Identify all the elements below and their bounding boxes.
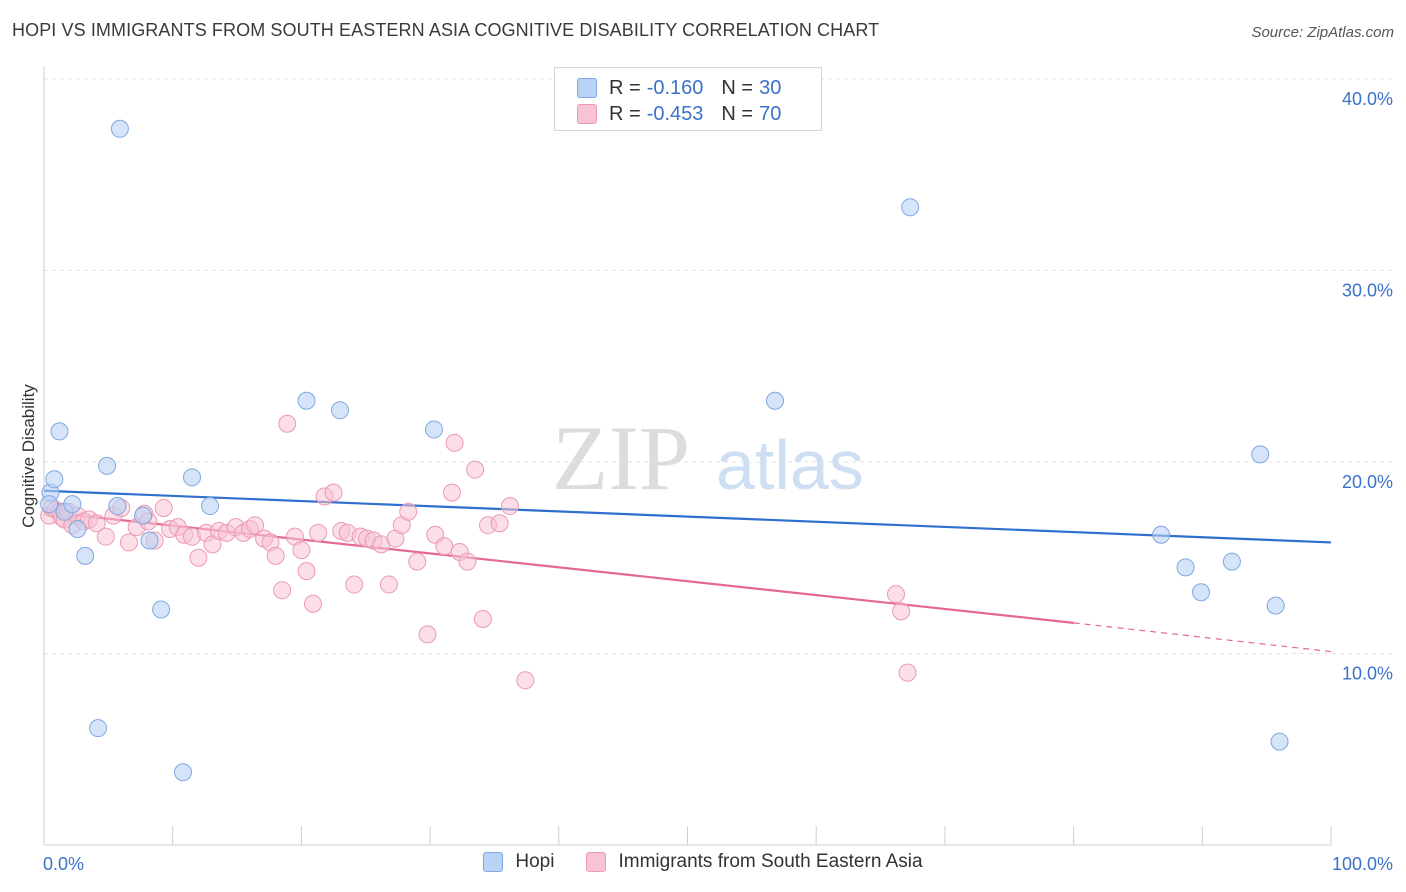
data-point-hopi: [108, 497, 127, 516]
watermark-zip: ZIP: [552, 407, 690, 509]
legend-n-label: N =: [721, 102, 754, 125]
data-point-hopi: [40, 495, 59, 514]
data-point-hopi: [89, 719, 108, 738]
data-point-hopi: [68, 520, 87, 539]
data-point-sea: [273, 581, 292, 600]
data-point-sea: [500, 497, 519, 516]
data-point-hopi: [1192, 583, 1211, 602]
data-point-hopi: [1270, 732, 1289, 751]
data-point-hopi: [63, 495, 82, 514]
data-point-sea: [278, 414, 297, 433]
bottom-legend-hopi: Hopi: [483, 851, 554, 873]
data-point-sea: [246, 516, 265, 535]
data-point-sea: [189, 548, 208, 567]
legend: R = -0.160 N = 30 R = -0.453 N = 70: [554, 67, 822, 131]
legend-swatch-sea: [577, 104, 597, 124]
data-point-sea: [303, 594, 322, 613]
data-point-sea: [466, 460, 485, 479]
legend-n-value: 70: [759, 102, 782, 125]
trend-line-hopi: [43, 489, 1332, 544]
data-point-sea: [324, 483, 343, 502]
data-point-sea: [458, 552, 477, 571]
data-point-sea: [408, 552, 427, 571]
data-point-sea: [435, 537, 454, 556]
legend-r-value: -0.160: [646, 76, 704, 99]
trend-group-hopi: [43, 489, 1332, 544]
data-point-hopi: [297, 391, 316, 410]
data-point-sea: [516, 671, 535, 690]
legend-swatch-hopi: [577, 78, 597, 98]
data-point-sea: [379, 575, 398, 594]
data-point-hopi: [50, 422, 69, 441]
data-point-hopi: [152, 600, 171, 619]
data-point-hopi: [766, 391, 785, 410]
y-axis-label: Cognitive Disability: [19, 384, 38, 528]
data-point-hopi: [173, 763, 192, 782]
x-tick-label: 0.0%: [43, 854, 84, 874]
data-point-sea: [345, 575, 364, 594]
y-tick-label: 20.0%: [1342, 472, 1393, 492]
data-point-hopi: [1251, 445, 1270, 464]
data-point-hopi: [424, 420, 443, 439]
points-sea: [40, 414, 917, 690]
data-point-hopi: [1266, 596, 1285, 615]
bottom-legend-label-hopi: Hopi: [515, 851, 555, 872]
bottom-legend-swatch-hopi: [483, 852, 504, 872]
data-point-hopi: [201, 497, 220, 516]
data-point-sea: [490, 514, 509, 533]
y-tick-label: 10.0%: [1342, 664, 1393, 684]
data-point-sea: [445, 433, 464, 452]
data-point-hopi: [1222, 552, 1241, 571]
data-point-hopi: [1152, 525, 1171, 544]
data-point-hopi: [901, 198, 920, 217]
axes: [43, 66, 1332, 846]
data-point-hopi: [110, 119, 129, 138]
data-point-sea: [119, 533, 138, 552]
data-point-hopi: [140, 531, 159, 550]
data-point-sea: [154, 498, 173, 517]
source-label: Source: ZipAtlas.com: [1251, 24, 1394, 41]
data-point-hopi: [76, 546, 95, 565]
legend-n-value: 30: [759, 76, 782, 99]
bottom-legend-label-sea: Immigrants from South Eastern Asia: [618, 851, 923, 872]
legend-row-hopi: R = -0.160 N = 30: [577, 76, 781, 100]
data-point-sea: [292, 541, 311, 560]
legend-r-value: -0.453: [646, 102, 704, 125]
data-point-hopi: [331, 401, 350, 420]
data-point-sea: [297, 562, 316, 581]
watermark-atlas: atlas: [716, 426, 864, 504]
trend-line-sea-dashed: [1073, 622, 1332, 653]
legend-row-sea: R = -0.453 N = 70: [577, 102, 781, 126]
data-point-sea: [892, 602, 911, 621]
legend-r-label: R =: [609, 102, 641, 125]
data-point-sea: [266, 546, 285, 565]
data-point-sea: [399, 502, 418, 521]
chart-title: HOPI VS IMMIGRANTS FROM SOUTH EASTERN AS…: [12, 20, 880, 40]
data-point-hopi: [45, 470, 64, 489]
data-point-sea: [418, 625, 437, 644]
data-point-sea: [87, 514, 106, 533]
data-point-hopi: [98, 456, 117, 475]
data-point-sea: [473, 610, 492, 629]
data-point-sea: [886, 585, 905, 604]
bottom-legend: Hopi Immigrants from South Eastern Asia: [0, 851, 1406, 873]
x-tick-label: 100.0%: [1332, 854, 1393, 874]
bottom-legend-sea: Immigrants from South Eastern Asia: [586, 851, 923, 873]
legend-r-label: R =: [609, 76, 641, 99]
legend-n-label: N =: [721, 76, 754, 99]
data-point-sea: [442, 483, 461, 502]
data-point-sea: [309, 523, 328, 542]
tick-labels: 10.0% 20.0% 30.0% 40.0% 0.0% 100.0%: [43, 89, 1393, 874]
y-tick-label: 30.0%: [1342, 281, 1393, 301]
data-point-hopi: [1176, 558, 1195, 577]
y-tick-label: 40.0%: [1342, 89, 1393, 109]
data-point-hopi: [134, 506, 153, 525]
data-point-sea: [898, 663, 917, 682]
bottom-legend-swatch-sea: [586, 852, 607, 872]
points-hopi: [40, 119, 1289, 782]
data-point-hopi: [183, 468, 202, 487]
watermark: ZIP atlas: [552, 407, 864, 509]
data-point-sea: [96, 527, 115, 546]
